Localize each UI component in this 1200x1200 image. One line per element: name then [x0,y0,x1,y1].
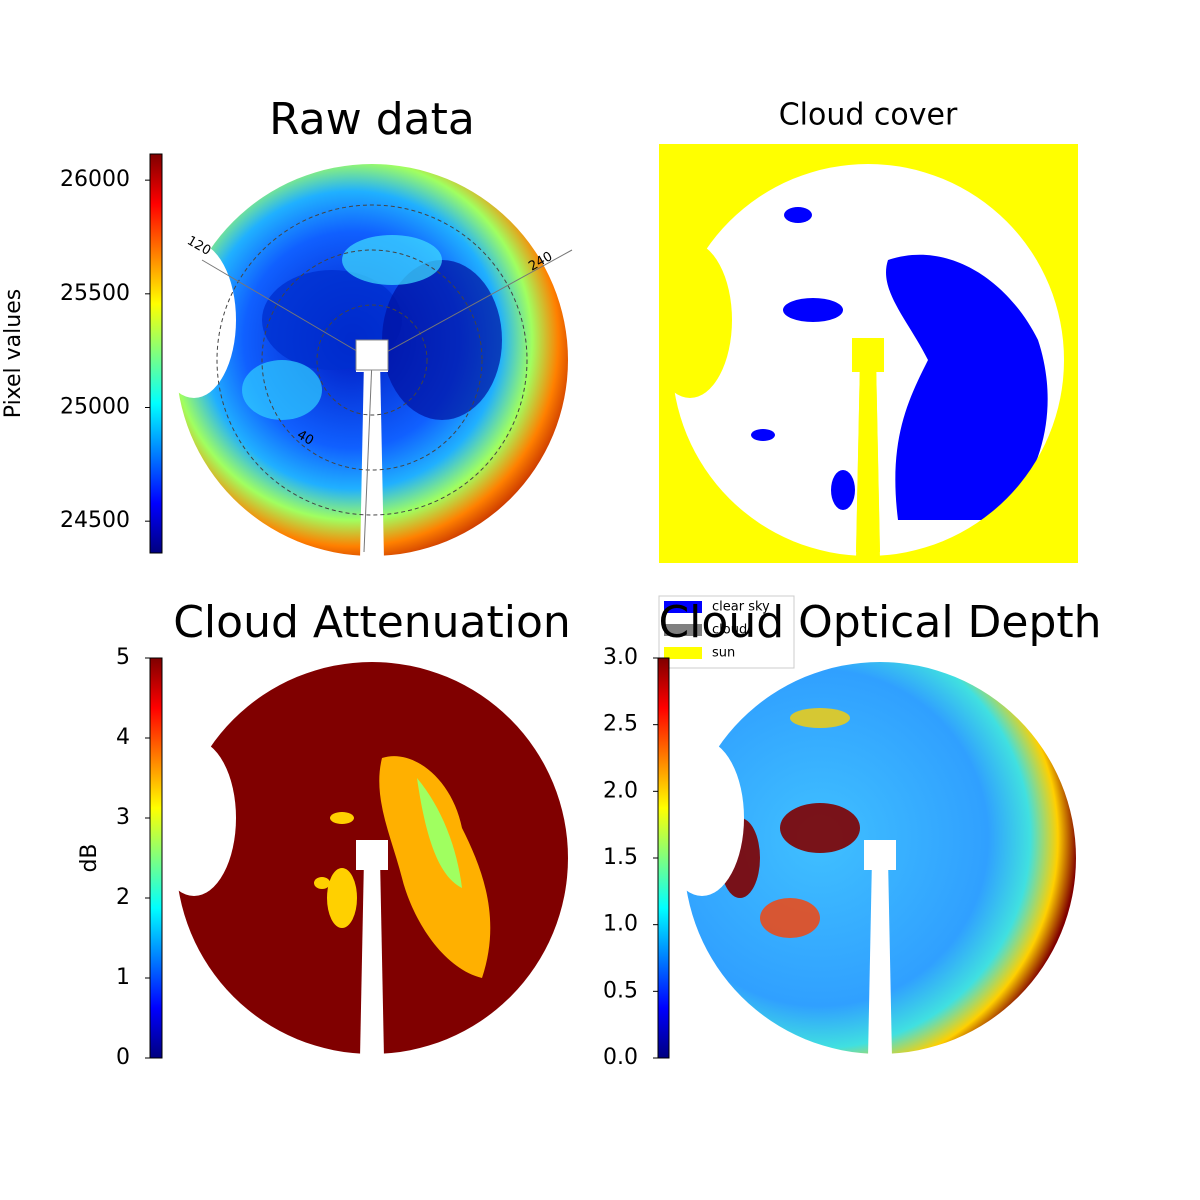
colorbar-tick-label: 0.0 [603,1045,638,1070]
colorbar [149,657,163,1059]
panel-title: Cloud cover [779,98,958,133]
colorbar-tick-label: 25500 [60,281,130,306]
colorbar-tick-label: 26000 [60,167,130,192]
colorbar-tick-label: 0 [116,1045,130,1070]
colorbar-tick-label: 1.0 [603,912,638,937]
colorbar-tick-label: 0.5 [603,978,638,1003]
colorbar-tick-label: 2.5 [603,712,638,737]
optical-depth-image [680,658,1080,1058]
polar-label: 40 [294,428,316,449]
attenuation-image [172,658,572,1058]
colorbar-label: dB [77,843,102,872]
colorbar-tick-label: 25000 [60,394,130,419]
colorbar-tick-label: 1 [116,965,130,990]
legend-label: sun [712,646,735,661]
colorbar-tick-label: 2.0 [603,778,638,803]
colorbar-tick-label: 5 [116,645,130,670]
legend-swatch [664,647,702,659]
panel-title: Cloud Optical Depth [658,597,1101,648]
legend-label: clear sky [712,600,770,615]
colorbar [149,153,163,554]
colorbar-tick-label: 3 [116,805,130,830]
colorbar-label: Pixel values [1,289,26,418]
colorbar-tick-label: 1.5 [603,845,638,870]
colorbar-tick-label: 4 [116,725,130,750]
legend-swatch [664,601,702,613]
panel-title: Cloud Attenuation [173,597,571,648]
legend-swatch [664,624,702,636]
legend-label: cloud [712,623,747,638]
raw-image [172,160,573,560]
colorbar [657,657,670,1059]
colorbar-tick-label: 3.0 [603,645,638,670]
panel-title: Raw data [269,94,475,145]
legend: clear sky cloud sun [658,595,795,669]
cloud-cover-image [659,144,1078,563]
colorbar-tick-label: 2 [116,885,130,910]
colorbar-tick-label: 24500 [60,508,130,533]
